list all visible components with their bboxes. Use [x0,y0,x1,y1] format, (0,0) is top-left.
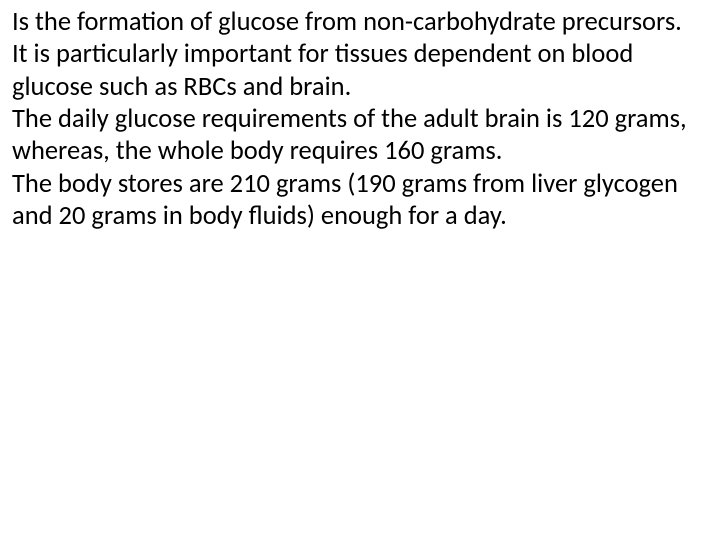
paragraph-4: The body stores are 210 grams (190 grams… [12,168,708,233]
slide-text-block: Is the formation of glucose from non-car… [12,6,708,232]
paragraph-1: Is the formation of glucose from non-car… [12,6,708,38]
paragraph-3: The daily glucose requirements of the ad… [12,103,708,168]
paragraph-2: It is particularly important for tissues… [12,38,708,103]
